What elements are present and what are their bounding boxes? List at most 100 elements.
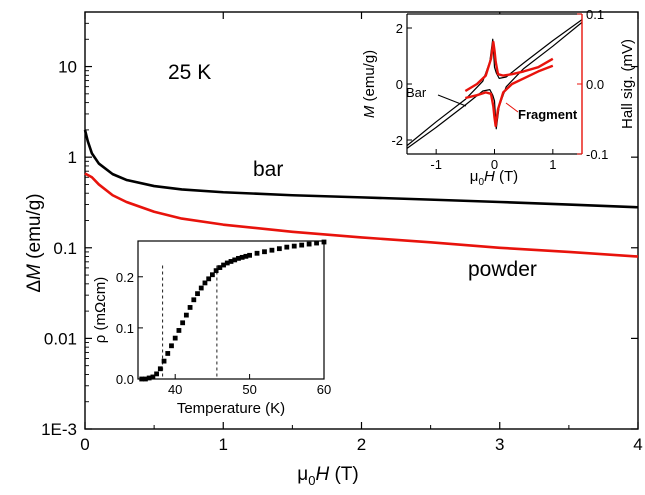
- inset-hysteresis: -1 0 1-202-0.10.00.1 Bar Fragment μ0H (T) …: [361, 7, 636, 188]
- main-y-tick-label: 10: [58, 58, 77, 77]
- inset-resistivity-point: [206, 276, 212, 282]
- inset-hysteresis-x-tick-label: 0: [491, 157, 498, 172]
- inset-hysteresis-fragment-pointer: [505, 102, 519, 113]
- inset-resistivity-point: [306, 241, 312, 247]
- inset-resistivity-point: [187, 305, 193, 310]
- inset-hysteresis-x-axis-title: μ0H (T): [470, 168, 518, 188]
- inset-resistivity-point: [146, 375, 152, 381]
- inset-hysteresis-y-title-unit: (emu/g): [361, 50, 378, 106]
- inset-resistivity-point: [213, 268, 219, 274]
- main-y-axis-title: ΔM (emu/g): [24, 193, 45, 292]
- inset-hysteresis-bar-pointer: [437, 94, 467, 107]
- series-line-bar: [83, 129, 639, 209]
- main-x-axis-title-prefix: μ: [297, 464, 308, 485]
- main-x-axis-title-unit: (T): [329, 464, 359, 485]
- inset-resistivity: 40 50 60 0.0 0.1 0.2 Temperature (K) ρ (mΩcm): [92, 239, 331, 417]
- main-x-tick-label: 4: [633, 435, 642, 454]
- inset-resistivity-point: [269, 247, 275, 253]
- inset-resistivity-point: [165, 351, 171, 356]
- inset-hysteresis-axes: -1 0 1 -2 0 2 -0.1 0.0 0.1: [391, 7, 608, 172]
- inset-resistivity-x-tick-label: 60: [317, 382, 331, 397]
- main-x-tick-label: 2: [357, 435, 366, 454]
- inset-hysteresis-y2-tick-label: -0.1: [586, 147, 608, 162]
- inset-resistivity-point: [221, 262, 226, 268]
- inset-resistivity-point: [314, 240, 319, 246]
- inset-hysteresis-x-title-unit: (T): [495, 168, 518, 185]
- inset-resistivity-point: [224, 260, 230, 266]
- inset-resistivity-x-tick-label: 50: [242, 382, 256, 397]
- inset-hysteresis-y-tick-label: 2: [396, 21, 403, 36]
- series-line-powder: [84, 172, 639, 258]
- series-label-powder: powder: [468, 258, 537, 281]
- inset-resistivity-frame: [137, 240, 325, 380]
- inset-hysteresis-label-bar: Bar: [406, 85, 427, 100]
- main-x-axis-title-sub: 0: [308, 473, 315, 488]
- inset-resistivity-point: [228, 259, 234, 264]
- inset-hysteresis-y-title-var: M: [361, 105, 378, 118]
- inset-resistivity-point: [291, 243, 297, 249]
- inset-hysteresis-y2-tick-label: 0.0: [586, 77, 604, 92]
- main-x-axis-title-var: H: [315, 464, 329, 485]
- inset-resistivity-x-axis-title: Temperature (K): [177, 400, 285, 417]
- inset-hysteresis-series: [406, 19, 583, 149]
- inset-resistivity-point: [210, 272, 215, 278]
- inset-hysteresis-background: [407, 14, 582, 154]
- inset-hysteresis-x-title-prefix: μ: [470, 168, 479, 185]
- main-x-tick-label: 1: [219, 435, 228, 454]
- inset-resistivity-point: [195, 291, 200, 297]
- inset-resistivity-point: [276, 246, 282, 252]
- inset-hysteresis-bar-down: [406, 19, 583, 147]
- inset-resistivity-point: [154, 371, 159, 377]
- inset-resistivity-point: [202, 280, 208, 286]
- inset-resistivity-axes: 40 50 60 0.0 0.1 0.2: [116, 240, 331, 397]
- inset-resistivity-point: [299, 242, 305, 248]
- inset-hysteresis-y2-tick-label: 0.1: [586, 7, 604, 22]
- inset-resistivity-point: [157, 366, 163, 372]
- inset-hysteresis-bar-up: [406, 21, 583, 149]
- main-y-tick-label: 0.01: [44, 329, 77, 348]
- inset-resistivity-point: [239, 254, 245, 260]
- inset-resistivity-point: [180, 320, 186, 326]
- series-label-bar: bar: [253, 158, 283, 181]
- main-series: [83, 129, 639, 258]
- inset-resistivity-point: [161, 358, 167, 364]
- inset-resistivity-point: [262, 249, 267, 255]
- inset-hysteresis-fragment-down: [464, 40, 554, 93]
- inset-resistivity-point: [191, 297, 197, 303]
- main-y-tick-label: 1E-3: [41, 420, 77, 439]
- main-x-tick-label: 3: [495, 435, 504, 454]
- main-y-axis-title-unit: (emu/g): [24, 193, 45, 264]
- annotation-temperature: 25 K: [168, 61, 211, 84]
- inset-resistivity-point: [254, 250, 260, 256]
- main-x-axis-title: μ0H (T): [297, 464, 358, 488]
- inset-resistivity-point: [176, 328, 182, 333]
- inset-resistivity-background: [138, 241, 324, 379]
- inset-resistivity-point: [243, 253, 249, 259]
- inset-resistivity-point: [172, 335, 178, 341]
- inset-hysteresis-y-axis-title: M (emu/g): [361, 50, 378, 118]
- inset-resistivity-y-title-var: ρ: [92, 335, 109, 344]
- inset-resistivity-y-tick-label: 0.2: [116, 270, 134, 285]
- inset-hysteresis-x-title-sub: 0: [478, 177, 484, 188]
- inset-resistivity-point: [284, 244, 290, 250]
- inset-resistivity-y-title-unit: (mΩcm): [92, 277, 109, 335]
- inset-hysteresis-y2-axis-title: Hall sig. (mV): [619, 39, 636, 129]
- main-y-axis-title-var: M: [24, 264, 45, 280]
- inset-resistivity-y-axis-title: ρ (mΩcm): [92, 277, 109, 343]
- inset-hysteresis-x-title-var: H: [484, 168, 495, 185]
- main-y-tick-label: 0.1: [53, 239, 77, 258]
- inset-resistivity-point: [236, 255, 241, 261]
- inset-hysteresis-label-fragment: Fragment: [518, 107, 578, 122]
- inset-resistivity-point: [217, 265, 223, 270]
- main-y-tick-label: 1: [68, 148, 77, 167]
- inset-resistivity-series: [139, 239, 327, 382]
- inset-resistivity-point: [232, 257, 238, 263]
- main-y-axis-title-prefix: Δ: [24, 280, 45, 293]
- inset-hysteresis-x-tick-label: -1: [430, 157, 442, 172]
- inset-resistivity-point: [183, 312, 189, 318]
- inset-hysteresis-fragment-up: [465, 64, 554, 128]
- inset-resistivity-point: [247, 252, 252, 258]
- inset-hysteresis-y-tick-label: 0: [396, 77, 403, 92]
